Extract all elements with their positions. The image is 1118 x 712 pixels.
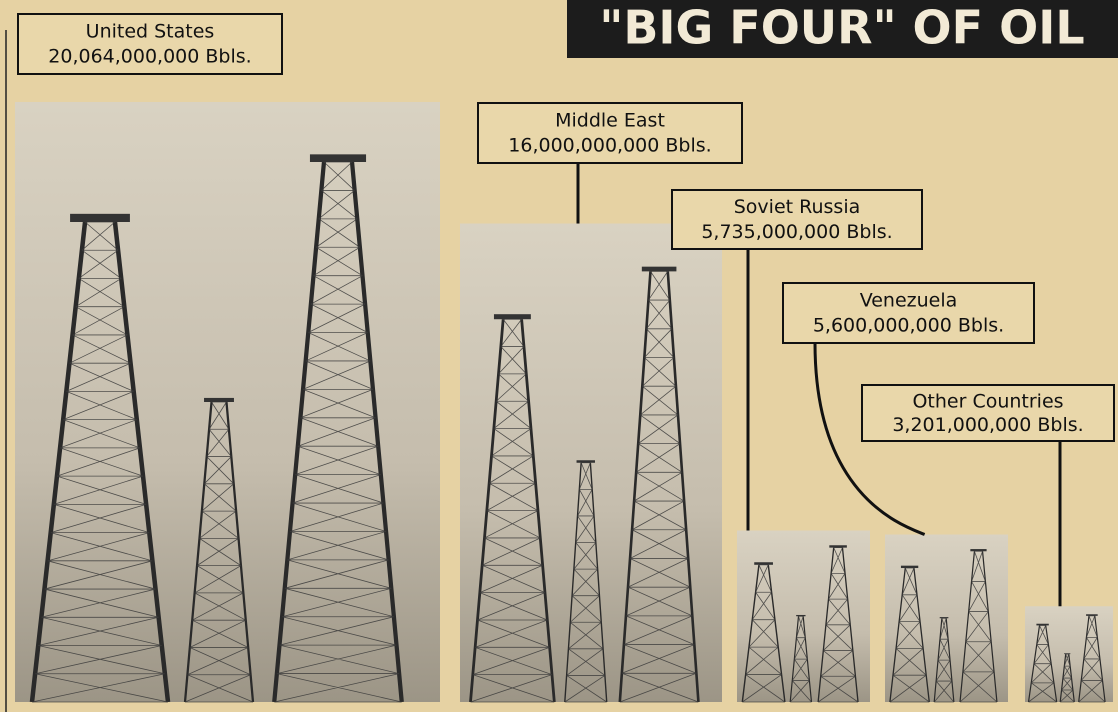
value-label: 20,064,000,000 Bbls. [48,46,251,68]
derrick-crown [796,615,805,616]
derrick-crown [829,545,847,547]
derrick-crown [901,566,918,568]
value-label: 3,201,000,000 Bbls. [892,414,1083,436]
category-label: Venezuela [860,290,958,312]
derrick-crown [970,549,986,551]
value-label: 16,000,000,000 Bbls. [508,135,711,157]
derrick-crown [494,314,531,319]
derrick-crown [1086,614,1098,616]
derrick-crown [642,267,677,272]
value-label: 5,600,000,000 Bbls. [813,315,1004,337]
category-label: Soviet Russia [734,196,861,218]
derrick-crown [310,154,366,162]
chart: "BIG FOUR" OF OIL United States 20,064,00… [0,0,1118,712]
chart-title: "BIG FOUR" OF OIL [599,1,1084,55]
category-label: Other Countries [912,390,1063,412]
derrick-crown [70,214,130,222]
derrick-crown [1036,624,1048,626]
category-label: Middle East [555,110,665,132]
derrick-crown [577,460,595,463]
derrick-crown [204,398,234,402]
category-label: United States [86,21,215,43]
derrick-crown [940,617,949,618]
derrick-crown [754,562,773,565]
value-label: 5,735,000,000 Bbls. [701,221,892,243]
derrick-crown [1064,653,1070,654]
